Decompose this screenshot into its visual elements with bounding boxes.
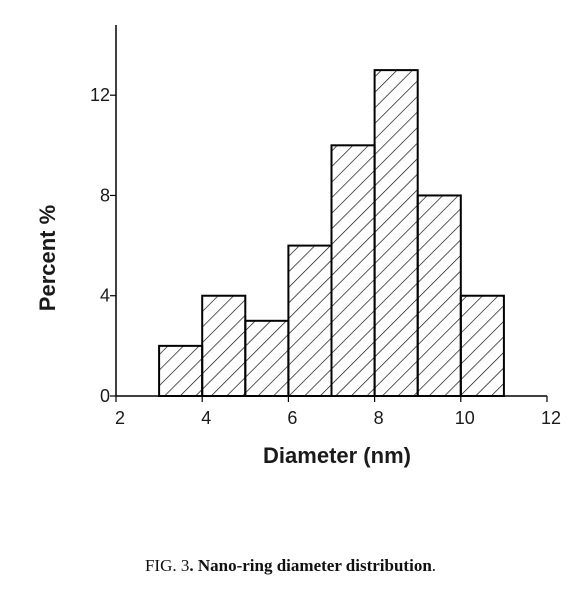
histogram-bar	[201, 294, 247, 398]
y-axis-title: Percent %	[35, 205, 60, 311]
histogram-bar	[416, 194, 462, 397]
caption-suffix: .	[431, 556, 437, 575]
y-tick-label: 8	[100, 185, 110, 205]
y-tick-label: 12	[90, 85, 110, 105]
caption-title: . Nano-ring diameter distribution	[189, 556, 432, 575]
histogram-bar	[459, 294, 505, 398]
histogram-bar	[244, 319, 290, 398]
y-tick-label: 0	[100, 386, 110, 406]
x-tick-label: 12	[541, 408, 561, 428]
x-axis-title: Diameter (nm)	[263, 443, 411, 468]
histogram-bar	[373, 69, 419, 398]
histogram-bar	[158, 344, 204, 398]
histogram-bar	[287, 244, 333, 397]
x-tick-label: 6	[287, 408, 297, 428]
figure-caption: FIG. 3. Nano-ring diameter distribution.	[0, 556, 581, 576]
bars-layer	[158, 69, 505, 398]
x-tick-label: 10	[455, 408, 475, 428]
x-tick-label: 8	[374, 408, 384, 428]
x-tick-label: 2	[115, 408, 125, 428]
y-tick-label: 4	[100, 286, 110, 306]
caption-prefix: FIG. 3	[144, 556, 190, 575]
axes-layer: 2 4 6 8 10 12 0 4 8 12	[90, 25, 561, 428]
x-tick-label: 4	[201, 408, 211, 428]
histogram-bar	[330, 144, 376, 397]
